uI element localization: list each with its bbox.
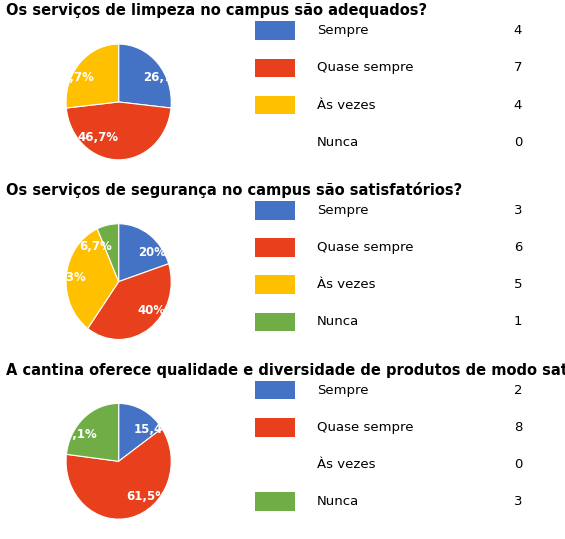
Text: Sempre: Sempre [317,24,368,37]
FancyBboxPatch shape [255,201,295,220]
Text: Nunca: Nunca [317,136,359,149]
Text: 4: 4 [514,24,522,37]
FancyBboxPatch shape [255,275,295,294]
Wedge shape [67,403,119,461]
FancyBboxPatch shape [255,96,295,114]
Text: 8: 8 [514,421,522,434]
FancyBboxPatch shape [255,492,295,511]
Text: 20%: 20% [138,246,166,259]
Text: 0: 0 [514,458,522,471]
FancyBboxPatch shape [255,313,295,331]
Text: A cantina oferece qualidade e diversidade de produtos de modo satisfatório?: A cantina oferece qualidade e diversidad… [6,362,565,378]
Wedge shape [97,224,119,281]
Text: 3: 3 [514,204,522,217]
Text: 33,3%: 33,3% [45,271,86,285]
Text: Quase sempre: Quase sempre [317,61,414,74]
FancyBboxPatch shape [255,418,295,437]
Text: 7: 7 [514,61,522,74]
Text: Nunca: Nunca [317,315,359,328]
Text: 26,7%: 26,7% [143,72,184,85]
FancyBboxPatch shape [255,381,295,399]
Text: 46,7%: 46,7% [77,132,119,144]
Text: 6,7%: 6,7% [79,240,112,253]
Text: Às vezes: Às vezes [317,99,376,112]
Text: 26,7%: 26,7% [54,72,94,85]
Text: Sempre: Sempre [317,384,368,397]
Text: Os serviços de segurança no campus são satisfatórios?: Os serviços de segurança no campus são s… [6,182,462,198]
Text: 5: 5 [514,278,522,291]
Text: Sempre: Sempre [317,204,368,217]
Text: Nunca: Nunca [317,495,359,508]
Wedge shape [66,44,119,108]
Text: Quase sempre: Quase sempre [317,421,414,434]
Text: Os serviços de limpeza no campus são adequados?: Os serviços de limpeza no campus são ade… [6,3,427,18]
FancyBboxPatch shape [255,22,295,40]
Text: 23,1%: 23,1% [56,428,97,441]
FancyBboxPatch shape [255,238,295,257]
Wedge shape [119,224,169,281]
Text: 6: 6 [514,241,522,254]
Text: 61,5%: 61,5% [127,489,167,503]
FancyBboxPatch shape [255,59,295,77]
Text: 0: 0 [514,136,522,149]
Text: 40%: 40% [138,304,166,317]
Wedge shape [66,102,171,160]
Text: Às vezes: Às vezes [317,458,376,471]
Text: Às vezes: Às vezes [317,278,376,291]
Text: 2: 2 [514,384,522,397]
Wedge shape [119,403,162,461]
Text: Quase sempre: Quase sempre [317,241,414,254]
Text: 3: 3 [514,495,522,508]
Wedge shape [66,429,171,519]
Wedge shape [88,264,171,340]
Wedge shape [119,44,171,108]
Text: 4: 4 [514,99,522,112]
Wedge shape [66,229,119,328]
Text: 15,4%: 15,4% [134,423,175,436]
Text: 1: 1 [514,315,522,328]
